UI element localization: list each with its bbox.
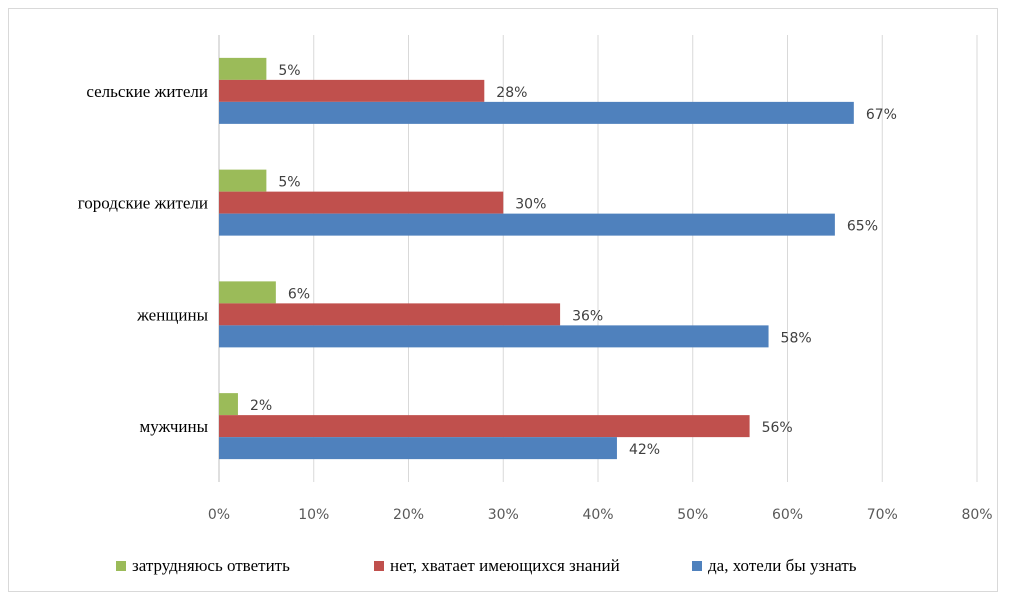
x-tick-label: 0%: [208, 507, 230, 523]
data-label: 58%: [781, 330, 812, 346]
x-tick-label: 10%: [298, 507, 329, 523]
bar: [219, 169, 267, 192]
legend: затрудняюсь ответить нет, хватает имеющих…: [116, 556, 857, 575]
data-label: 5%: [278, 63, 300, 79]
category-label: сельские жители: [86, 82, 208, 101]
bar: [219, 437, 617, 460]
legend-label: затрудняюсь ответить: [132, 556, 290, 575]
x-tick-labels: 0% 10% 20% 30% 40% 50% 60% 70% 80%: [208, 507, 993, 523]
x-tick-label: 80%: [961, 507, 992, 523]
bar: [219, 57, 267, 80]
x-tick-label: 70%: [867, 507, 898, 523]
x-tick-label: 60%: [772, 507, 803, 523]
data-label: 2%: [250, 398, 272, 414]
bars: [219, 57, 854, 460]
bar: [219, 79, 485, 102]
bar: [219, 213, 835, 236]
data-label: 65%: [847, 219, 878, 235]
legend-label: да, хотели бы узнать: [708, 556, 857, 575]
data-label: 28%: [496, 85, 527, 101]
data-label: 42%: [629, 442, 660, 458]
legend-swatch: [692, 561, 702, 571]
bar: [219, 281, 276, 304]
data-label: 5%: [278, 175, 300, 191]
x-tick-label: 50%: [677, 507, 708, 523]
bar: [219, 393, 238, 416]
category-label: городские жители: [78, 194, 208, 213]
bar: [219, 101, 854, 124]
bar: [219, 415, 750, 438]
data-labels: 5% 28% 67% 5% 30% 65% 6% 36% 58% 2% 56% 42%: [250, 63, 897, 458]
bar: [219, 191, 504, 214]
data-label: 67%: [866, 107, 897, 123]
category-label: мужчины: [139, 417, 208, 436]
legend-label: нет, хватает имеющихся знаний: [390, 556, 620, 575]
data-label: 36%: [572, 308, 603, 324]
x-tick-label: 20%: [393, 507, 424, 523]
x-tick-label: 30%: [488, 507, 519, 523]
legend-swatch: [374, 561, 384, 571]
x-tick-label: 40%: [582, 507, 613, 523]
bar: [219, 303, 561, 326]
category-labels: сельские жители городские жители женщины му…: [78, 82, 209, 436]
legend-swatch: [116, 561, 126, 571]
data-label: 6%: [288, 286, 310, 302]
data-label: 56%: [762, 420, 793, 436]
bar: [219, 325, 769, 348]
category-label: женщины: [136, 305, 208, 324]
data-label: 30%: [515, 197, 546, 213]
